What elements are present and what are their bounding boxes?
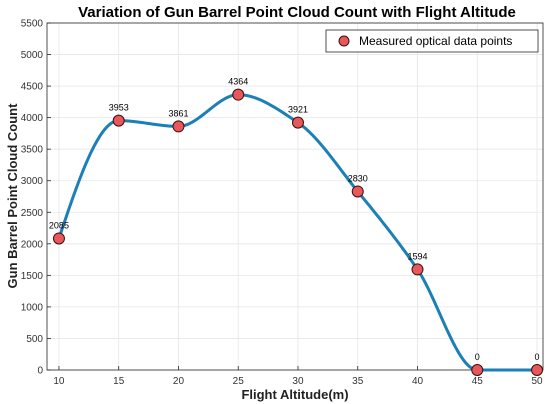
data-point-marker: [232, 88, 245, 101]
y-tick-label: 1500: [21, 271, 44, 282]
legend-marker: [338, 35, 350, 47]
data-point-label: 3953: [109, 103, 129, 113]
y-tick-label: 3000: [21, 176, 44, 187]
x-tick-label: 45: [472, 376, 484, 387]
x-tick-label: 25: [233, 376, 245, 387]
y-tick-label: 5500: [21, 19, 44, 30]
data-markers: [52, 88, 544, 376]
x-tick-label: 15: [113, 376, 125, 387]
legend-entry-label: Measured optical data points: [359, 34, 512, 48]
y-tick-label: 4500: [21, 82, 44, 93]
data-point-marker: [471, 364, 484, 376]
x-tick-label: 20: [173, 376, 185, 387]
x-tick-label: 30: [292, 376, 304, 387]
data-labels: 2085 3953 3861 4364 3921 2830 1594 0 0: [49, 77, 540, 362]
chart-title: Variation of Gun Barrel Point Cloud Coun…: [78, 4, 516, 21]
x-axis-label: Flight Altitude(m): [241, 387, 348, 402]
data-point-label: 2830: [348, 173, 368, 183]
data-point-label: 4364: [228, 77, 248, 87]
y-axis-ticks: 0 500 1000 1500 2000 2500 3000 3500 4000 4500 5000…: [21, 19, 51, 377]
data-point-marker: [291, 116, 304, 129]
y-tick-label: 5000: [21, 50, 44, 61]
y-axis-label: Gun Barrel Point Cloud Count: [5, 103, 20, 289]
legend: Measured optical data points: [325, 29, 539, 53]
y-tick-label: 2500: [21, 208, 44, 219]
y-tick-label: 3500: [21, 145, 44, 156]
y-tick-label: 500: [26, 334, 43, 345]
data-point-label: 3861: [168, 108, 188, 118]
x-tick-label: 35: [352, 376, 364, 387]
data-point-label: 0: [535, 352, 540, 362]
x-tick-label: 10: [53, 376, 65, 387]
data-point-marker: [411, 263, 424, 276]
data-point-marker: [351, 185, 364, 198]
data-point-label: 0: [475, 352, 480, 362]
x-tick-label: 40: [412, 376, 424, 387]
data-point-label: 1594: [407, 251, 427, 261]
data-point-marker: [172, 120, 185, 133]
data-point-marker: [531, 364, 544, 376]
x-axis-ticks: 10 15 20 25 30 35 40 45 50: [53, 366, 543, 387]
data-point-marker: [112, 114, 125, 127]
plot-frame: [46, 22, 544, 371]
data-point-label: 3921: [288, 105, 308, 115]
y-tick-label: 1000: [21, 302, 44, 313]
y-tick-label: 0: [37, 366, 43, 377]
plot-area: [47, 23, 543, 370]
y-tick-label: 4000: [21, 113, 44, 124]
x-tick-label: 50: [531, 376, 543, 387]
data-point-marker: [52, 232, 65, 245]
legend-box: [325, 29, 539, 53]
y-tick-label: 2000: [21, 239, 44, 250]
data-point-label: 2085: [49, 220, 69, 230]
